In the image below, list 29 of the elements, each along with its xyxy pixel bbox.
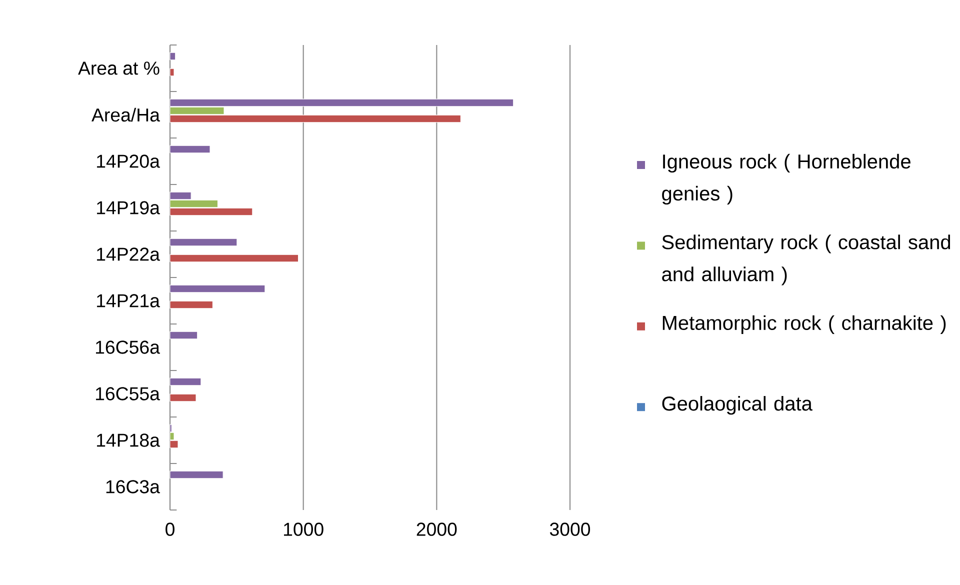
y-tick-label: 14P20a [97, 154, 160, 168]
legend-label: Metamorphic rock ( charnakite ) [662, 315, 946, 334]
y-tick-label: 16C55a [96, 387, 160, 400]
x-tick-label: 2000 [416, 522, 457, 536]
y-tick-label: 14P22a [97, 248, 160, 261]
bar [170, 145, 210, 154]
x-tick-label: 0 [166, 522, 174, 536]
bar [170, 284, 266, 293]
legend-label: Geolaogical data [662, 396, 812, 415]
y-tick-label: 16C3a [106, 480, 160, 494]
y-tick-label: 16C56a [96, 340, 160, 354]
bar [170, 331, 198, 340]
x-tick-label: 1000 [284, 522, 324, 536]
bar [170, 68, 174, 76]
y-tick-label: 14P21a [97, 294, 160, 308]
bar [170, 52, 176, 60]
bar [170, 470, 224, 479]
bar [170, 394, 196, 402]
legend-label: Sedimentary rock ( coastal sand and alluviam ) [662, 234, 950, 286]
y-tick-label: Area at % [78, 62, 160, 75]
y-tick-label: 14P19a [97, 201, 160, 214]
x-tick-label: 3000 [550, 522, 590, 536]
y-tick-label: 14P18a [97, 434, 160, 447]
bar [170, 378, 202, 386]
bar [170, 300, 213, 309]
bar [170, 238, 238, 246]
bar [170, 254, 299, 262]
legend-label: Igneous rock ( Horneblende genies ) [662, 154, 910, 205]
y-tick-label: Area/Ha [92, 108, 160, 122]
